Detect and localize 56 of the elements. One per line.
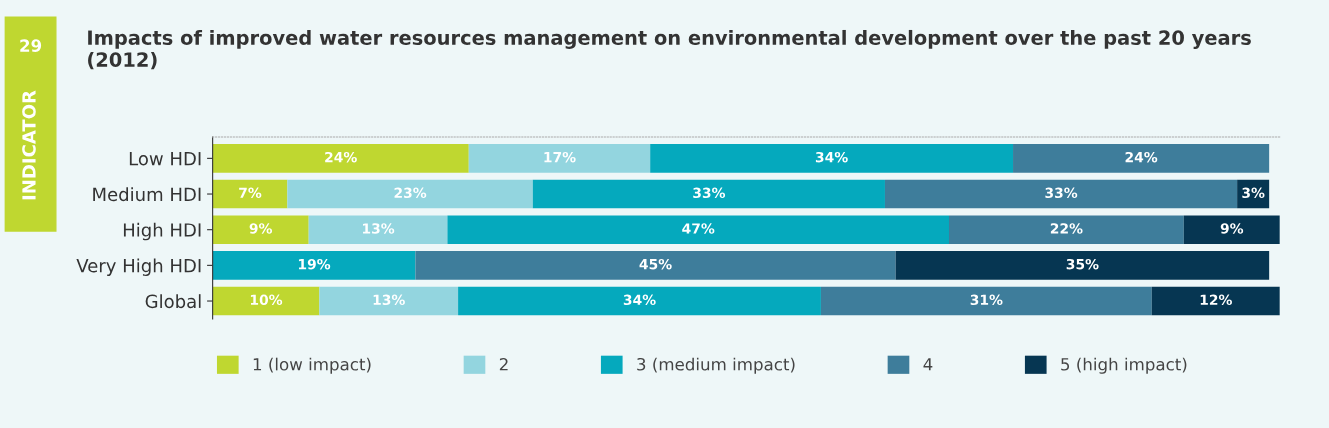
bar (415, 251, 896, 280)
data-label: 17% (544, 151, 576, 163)
bar (895, 251, 1270, 280)
bar (319, 286, 459, 316)
bar (212, 179, 288, 209)
data-label: 34% (623, 294, 656, 306)
data-label: 19% (298, 258, 331, 270)
bar (212, 215, 309, 244)
y-tick-label: High HDI (123, 222, 201, 241)
bar (468, 144, 651, 173)
y-tick-label: Very High HDI (76, 258, 201, 276)
legend-label: 2 (499, 357, 508, 371)
bar (1013, 144, 1270, 173)
bar (458, 286, 821, 316)
data-label: 33% (693, 187, 726, 199)
y-tick-label: Low HDI (129, 152, 201, 166)
data-label: 33% (1045, 187, 1078, 199)
legend-label: 1 (low impact) (253, 357, 371, 374)
legend-label: 4 (923, 358, 933, 371)
data-label: 12% (1200, 294, 1232, 306)
bar (949, 215, 1184, 244)
data-label: 31% (970, 294, 1003, 306)
chart-title: Impacts of improved water resources management on environmental development over the past 20 years (2012) (88, 29, 1251, 70)
data-label: 10% (250, 294, 283, 306)
bar (308, 215, 448, 244)
data-label: 3% (1242, 187, 1265, 199)
bar (1183, 215, 1280, 244)
data-label: 34% (815, 151, 848, 163)
bar (884, 179, 1238, 209)
bar (1151, 286, 1280, 316)
data-label: 13% (363, 223, 395, 234)
data-label: 47% (682, 223, 715, 234)
text: INDICATOR (22, 90, 36, 200)
data-label: 24% (325, 151, 357, 163)
bar (212, 286, 320, 316)
bar (820, 286, 1152, 316)
text: 29 (20, 39, 42, 52)
legend-label: 3 (medium impact) (637, 357, 795, 374)
legend-label: 5 (high impact) (1061, 357, 1187, 374)
data-label: 45% (639, 258, 672, 270)
bar (532, 179, 885, 209)
bar (650, 144, 1014, 173)
y-tick-label: Medium HDI (93, 187, 201, 202)
bar (212, 144, 469, 173)
bar (212, 251, 416, 280)
data-label: 7% (239, 187, 262, 199)
data-label: 9% (249, 223, 273, 234)
data-label: 24% (1125, 151, 1158, 163)
data-label: 35% (1066, 258, 1099, 270)
data-label: 9% (1220, 223, 1244, 234)
data-label: 22% (1050, 223, 1083, 234)
bar (287, 179, 533, 209)
bar (447, 215, 949, 244)
y-tick-label: Global (145, 294, 201, 309)
data-label: 13% (373, 294, 405, 306)
data-label: 23% (394, 187, 427, 199)
